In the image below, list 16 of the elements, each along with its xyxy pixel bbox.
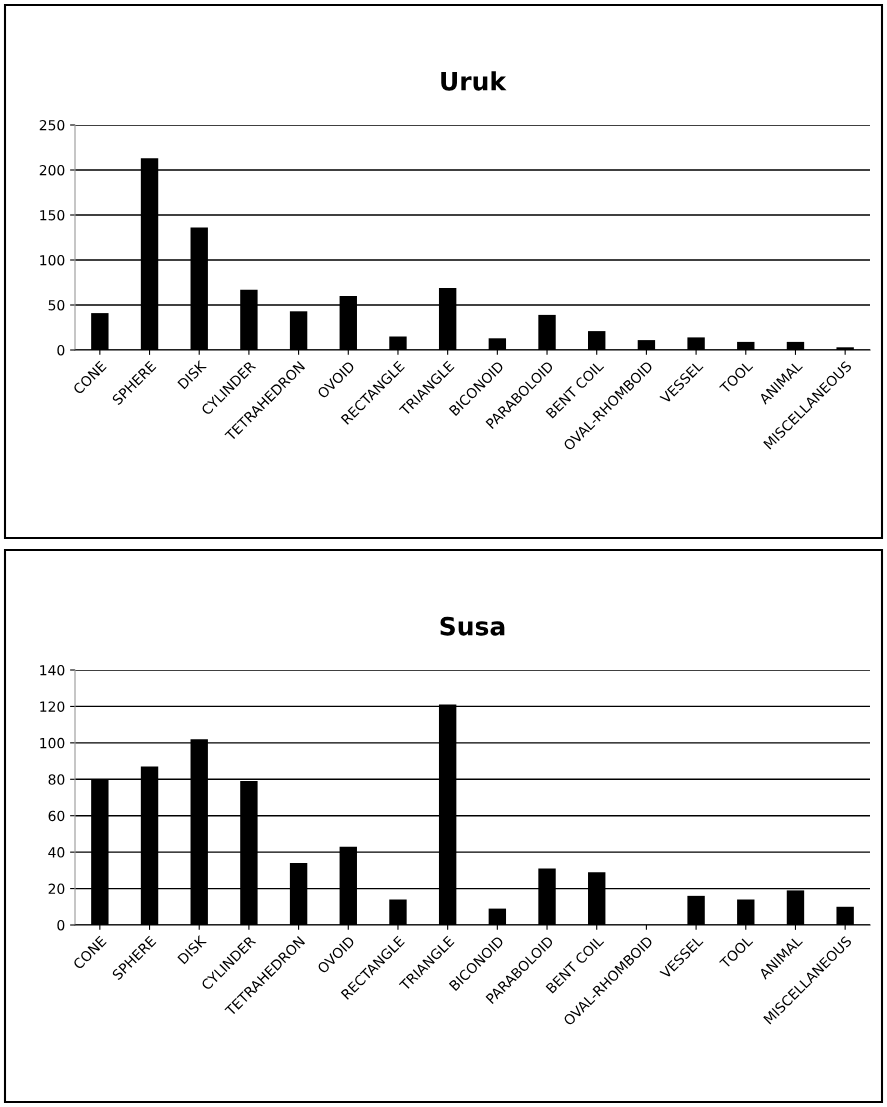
y-tick-label: 60: [48, 810, 65, 822]
y-tick-label: 150: [40, 209, 65, 221]
y-tick-label: 50: [48, 299, 65, 311]
chart-title: Susa: [440, 616, 505, 636]
y-tick-label: 120: [40, 701, 65, 712]
chart-title: Uruk: [441, 71, 507, 91]
y-tick-label: 200: [39, 164, 65, 176]
y-tick-label: 40: [48, 847, 65, 858]
y-tick-label: 100: [40, 254, 65, 266]
y-tick-label: 100: [40, 737, 65, 749]
y-tick-label: 80: [48, 774, 65, 785]
y-tick-label: 0: [57, 919, 65, 931]
y-tick-label: 140: [40, 664, 65, 676]
y-tick-label: 20: [48, 883, 65, 895]
y-tick-label: 0: [57, 344, 65, 356]
y-tick-label: 250: [39, 119, 65, 131]
